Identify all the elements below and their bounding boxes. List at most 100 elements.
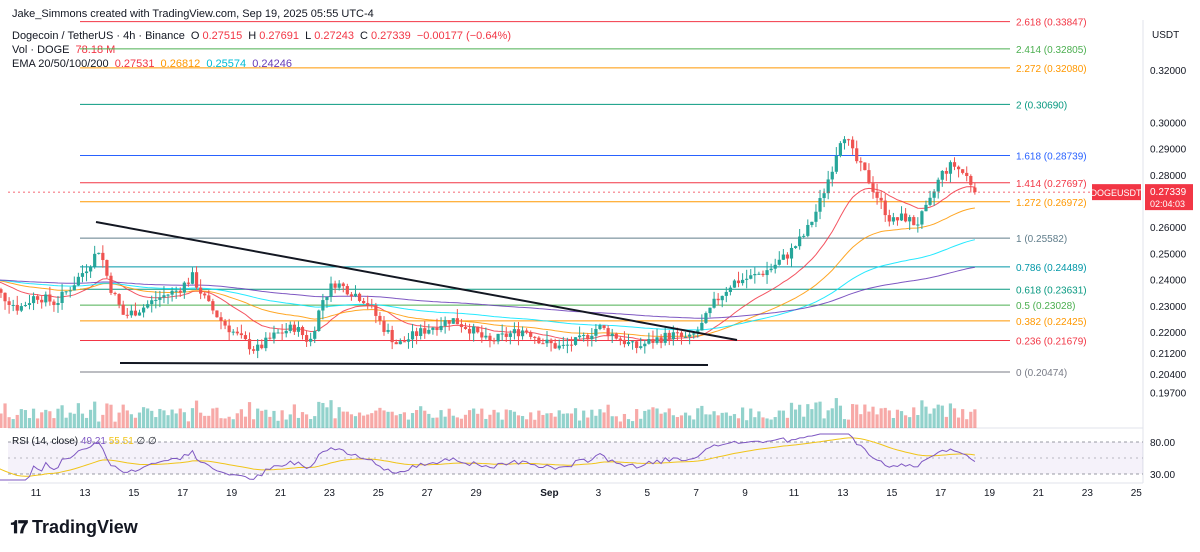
volume-bar <box>272 410 276 428</box>
volume-bar <box>671 415 675 428</box>
volume-bar <box>264 409 268 428</box>
candle-body <box>386 329 390 332</box>
candle-body <box>402 341 406 343</box>
candle-body <box>64 291 68 293</box>
candle-body <box>834 155 838 172</box>
candle-body <box>125 314 129 316</box>
candle-body <box>292 324 296 332</box>
candle-body <box>516 329 521 337</box>
candle-body <box>178 290 182 293</box>
volume-bar <box>480 408 484 428</box>
volume-bar <box>728 415 732 428</box>
volume-bar <box>769 419 773 428</box>
candle-body <box>321 300 325 311</box>
candle-body <box>602 325 606 329</box>
candle-body <box>859 161 863 163</box>
volume-bar <box>329 400 333 428</box>
candle-body <box>814 211 818 222</box>
symbol-tag-box <box>1092 184 1141 201</box>
fib-level-label: 2.414 (0.32805) <box>1016 45 1087 56</box>
price-axis-tick: 0.20400 <box>1150 370 1187 381</box>
volume-bar <box>643 410 647 428</box>
candle-body <box>793 246 798 248</box>
candle-body <box>598 325 602 329</box>
candle-body <box>243 335 248 340</box>
rsi-label[interactable]: RSI (14, close) <box>12 436 79 447</box>
price-tag-countdown: 02:04:03 <box>1150 199 1185 209</box>
fib-level-label: 2.618 (0.33847) <box>1016 18 1087 29</box>
volume-bar <box>745 420 749 428</box>
volume-bar <box>822 418 826 428</box>
candle-body <box>663 332 667 343</box>
candle-body <box>671 332 675 340</box>
candle-body <box>904 213 908 222</box>
volume-bar <box>472 408 476 428</box>
volume-bar <box>573 408 578 428</box>
candle-body <box>325 296 329 301</box>
volume-bar <box>174 413 178 428</box>
ema-label[interactable]: EMA 20/50/100/200 <box>12 58 109 70</box>
candle-body <box>879 197 883 201</box>
candle-body <box>777 259 781 265</box>
volume-bar <box>52 418 56 428</box>
volume-line: Vol · DOGE 78.18 M <box>12 44 118 56</box>
candle-body <box>488 335 492 341</box>
volume-bar <box>961 409 965 428</box>
time-axis-tick: 23 <box>324 488 336 499</box>
volume-bar <box>194 400 199 428</box>
candle-body <box>838 143 843 156</box>
volume-bar <box>406 419 411 428</box>
volume-label[interactable]: Vol · DOGE <box>12 44 70 56</box>
symbol-tag-text: DOGEUSDT <box>1090 188 1142 198</box>
ema20-line <box>0 186 975 341</box>
volume-bar <box>19 409 23 428</box>
ema50-value: 0.26812 <box>160 58 201 70</box>
candle-body <box>484 335 488 338</box>
volume-bar <box>818 401 822 428</box>
candle-body <box>239 333 243 336</box>
volume-bar <box>252 419 256 428</box>
candle-body <box>891 217 895 222</box>
volume-bar <box>154 417 158 428</box>
time-axis-tick: 15 <box>886 488 898 499</box>
volume-bar <box>806 404 810 428</box>
symbol-name[interactable]: Dogecoin / TetherUS · 4h · Binance <box>12 30 185 42</box>
candle-body <box>757 273 761 275</box>
candle-body <box>337 283 341 288</box>
candle-body <box>512 329 517 334</box>
volume-bar <box>170 409 174 428</box>
volume-bar <box>431 417 435 428</box>
volume-bar <box>516 415 521 428</box>
volume-bar <box>867 411 871 428</box>
candle-body <box>27 303 32 306</box>
candle-body <box>480 332 484 338</box>
rsi-empty-1: ∅ <box>136 436 146 447</box>
volume-bar <box>965 419 969 428</box>
volume-bar <box>370 413 374 428</box>
volume-bar <box>863 404 867 428</box>
volume-bar <box>496 412 500 428</box>
volume-bar <box>386 411 390 428</box>
candle-body <box>133 310 138 316</box>
fib-level-label: 0.382 (0.22425) <box>1016 317 1087 328</box>
volume-bar <box>366 414 370 428</box>
candle-body <box>31 296 36 304</box>
candle-body <box>610 333 614 337</box>
volume-bar <box>7 417 11 428</box>
volume-bar <box>337 407 341 428</box>
volume-bar <box>231 419 235 428</box>
tradingview-logo[interactable]: 𝟏𝟕 TradingView <box>10 517 138 538</box>
volume-bar <box>692 419 696 428</box>
volume-bar <box>932 408 936 428</box>
candle-body <box>247 339 252 350</box>
volume-bar <box>846 419 851 428</box>
fib-level-label: 0.786 (0.24489) <box>1016 263 1087 274</box>
time-axis-tick: 19 <box>226 488 238 499</box>
candle-body <box>557 345 561 349</box>
time-axis-tick: 11 <box>31 488 42 499</box>
credit-line: Jake_Simmons created with TradingView.co… <box>12 8 374 20</box>
candle-body <box>427 329 431 334</box>
volume-bar <box>178 408 182 428</box>
price-axis-tick: 0.21200 <box>1150 349 1187 360</box>
